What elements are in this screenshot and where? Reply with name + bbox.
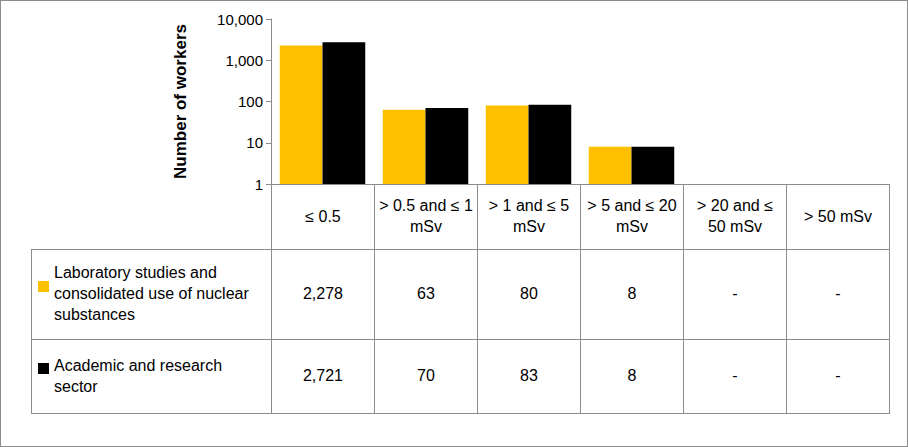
html-text:> 1 and ≤ 5 mSv: > 1 and ≤ 5 mSv	[488, 197, 570, 235]
svg-text:10,000: 10,000	[217, 11, 263, 28]
html-text:> 5 and ≤ 20 mSv: > 5 and ≤ 20 mSv	[587, 197, 677, 235]
html-text:Academic and research sector: Academic and research sector	[54, 356, 223, 395]
html-text:> 0.5 and ≤ 1 mSv: > 0.5 and ≤ 1 mSv	[379, 197, 473, 235]
html-text:2,278: 2,278	[303, 285, 343, 303]
html-text:> 50 mSv: > 50 mSv	[804, 207, 872, 225]
html-text:> 20 and ≤ 50 mSv: > 20 and ≤ 50 mSv	[697, 197, 773, 235]
html-text:8: 8	[627, 285, 637, 303]
html-text:2,721: 2,721	[303, 367, 343, 385]
html-text:63: 63	[417, 285, 435, 303]
html-text:80: 80	[520, 285, 538, 303]
html-text:Laboratory studies and consoli: Laboratory studies and consolidated use …	[54, 264, 249, 323]
html-text:≤ 0.5: ≤ 0.5	[305, 207, 341, 225]
html-text:83: 83	[520, 367, 538, 385]
svg-text:1: 1	[254, 175, 263, 193]
html-text:8: 8	[627, 367, 637, 385]
svg-text:100: 100	[238, 93, 263, 110]
svg-text:Number of workers: Number of workers	[171, 24, 190, 179]
svg-text:10: 10	[246, 134, 263, 151]
html-text:70: 70	[417, 367, 435, 385]
svg-text:1,000: 1,000	[225, 52, 263, 69]
